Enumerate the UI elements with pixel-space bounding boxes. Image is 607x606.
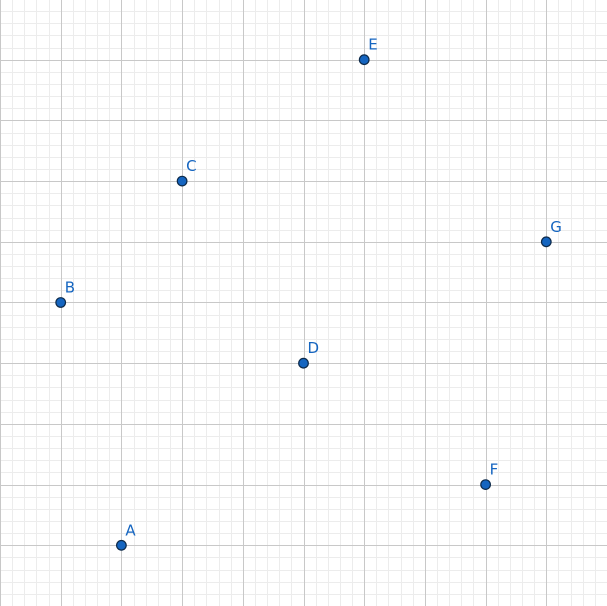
point-label: G bbox=[550, 218, 562, 236]
point-label: F bbox=[490, 461, 499, 479]
point-marker[interactable] bbox=[115, 539, 127, 551]
point-label: E bbox=[368, 36, 377, 54]
point-a[interactable]: A bbox=[115, 521, 137, 551]
point-marker[interactable] bbox=[480, 479, 492, 491]
point-marker[interactable] bbox=[176, 175, 188, 187]
point-label: A bbox=[125, 521, 136, 539]
points-layer: A B C D E F G bbox=[55, 36, 562, 551]
point-label: D bbox=[308, 339, 320, 357]
point-label: B bbox=[65, 279, 75, 297]
point-d[interactable]: D bbox=[298, 339, 320, 369]
point-b[interactable]: B bbox=[55, 279, 75, 308]
point-label: C bbox=[186, 157, 196, 175]
point-g[interactable]: G bbox=[540, 218, 562, 248]
point-c[interactable]: C bbox=[176, 157, 197, 187]
point-e[interactable]: E bbox=[358, 36, 378, 66]
point-marker[interactable] bbox=[55, 297, 67, 308]
point-marker[interactable] bbox=[358, 54, 370, 66]
point-marker[interactable] bbox=[298, 357, 309, 369]
point-marker[interactable] bbox=[540, 236, 552, 248]
point-f[interactable]: F bbox=[480, 461, 499, 491]
